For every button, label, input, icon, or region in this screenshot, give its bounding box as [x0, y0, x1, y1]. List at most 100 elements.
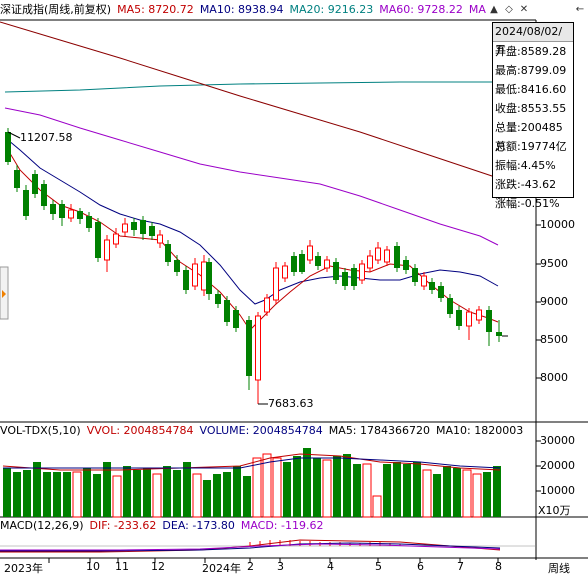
candle — [140, 220, 146, 234]
candle — [59, 204, 65, 218]
dif-label: DIF: -233.62 — [89, 519, 157, 532]
candle — [359, 263, 365, 281]
candle — [282, 265, 288, 279]
x-axis: 2023年 10 11 12 2024年 2 3 4 5 6 7 8 — [0, 558, 536, 576]
candle — [486, 310, 492, 332]
candle — [183, 270, 189, 290]
candle — [95, 222, 101, 258]
candle — [447, 298, 453, 314]
macd-title[interactable]: MACD(12,26,9) — [0, 519, 84, 532]
close-icon[interactable]: ✕ — [519, 4, 529, 15]
x-axis-month-label: 11 — [115, 560, 129, 573]
candle — [412, 268, 418, 282]
volume-label: VOLUME: 2004854784 — [199, 424, 323, 437]
vol-ma5-line — [2, 453, 501, 471]
candle — [77, 211, 83, 219]
info-date: 2024/08/02/五 — [493, 23, 573, 56]
vvol-label: VVOL: 2004854784 — [86, 424, 194, 437]
vol-ma10-label: MA10: 1820003 — [436, 424, 524, 437]
vol-ma5-label: MA5: 1784366720 — [328, 424, 430, 437]
candle — [131, 222, 137, 230]
ma10-label: MA10: 8938.94 — [199, 3, 284, 16]
ma20-label: MA20: 9216.23 — [289, 3, 374, 16]
ma5-line — [7, 149, 499, 331]
diamond-icon[interactable]: ◇ — [505, 4, 513, 15]
volume-axis-label: 30000 — [540, 434, 575, 447]
x-axis-month-label: 3 — [277, 560, 284, 573]
info-row-low: 最低:8416.60 — [495, 83, 567, 96]
ma5-label: MA5: 8720.72 — [117, 3, 194, 16]
candle — [23, 190, 29, 216]
ma-long-line — [0, 21, 499, 179]
candle — [291, 256, 297, 272]
candle — [342, 272, 348, 286]
candle — [456, 310, 462, 326]
macd-header: MACD(12,26,9) DIF: -233.62 DEA: -173.80 MAC… — [0, 517, 536, 535]
price-axis-label: 8000 — [540, 371, 568, 384]
arrow-left-icon[interactable]: ← — [575, 4, 585, 15]
volume-unit-label: X10万 — [538, 504, 571, 517]
volume-title[interactable]: VOL-TDX(5,10) — [0, 424, 81, 437]
candle — [215, 294, 221, 304]
price-ticks — [536, 224, 541, 379]
volume-ticks — [536, 440, 541, 492]
info-row-change: 涨跌:-43.62 — [495, 178, 557, 191]
candle-info-panel: 2024/08/02/五 开盘:8589.28 最高:8799.09 最低:84… — [492, 22, 574, 210]
info-row-change-pct: 涨幅:-0.51% — [495, 197, 560, 210]
candle — [68, 209, 74, 219]
candle — [41, 184, 47, 206]
candle — [113, 233, 119, 245]
x-axis-month-label: 7 — [457, 560, 464, 573]
ma20-line — [4, 81, 498, 93]
candle — [122, 223, 128, 233]
candle — [104, 239, 110, 261]
macd-value-label: MACD: -119.62 — [240, 519, 324, 532]
candle — [273, 267, 279, 301]
candle — [324, 259, 330, 269]
volume-bars — [3, 448, 501, 518]
macd-signal-line — [0, 543, 501, 551]
x-axis-month-label: 6 — [417, 560, 424, 573]
candle — [421, 275, 427, 287]
info-row-open: 开盘:8589.28 — [495, 45, 567, 58]
candle — [174, 260, 180, 272]
info-row-high: 最高:8799.09 — [495, 64, 567, 77]
candle — [438, 286, 444, 298]
x-axis-year-label: 2023年 — [4, 562, 43, 575]
x-axis-month-label: 2 — [247, 560, 254, 573]
candle — [32, 174, 38, 194]
candle — [86, 216, 92, 228]
side-tab-arrow-icon — [2, 290, 6, 298]
triangle-up-icon[interactable]: ▲ — [490, 4, 498, 15]
ma60-label: MA60: 9728.22 — [379, 3, 463, 16]
candle — [206, 262, 212, 294]
x-axis-month-label: 2024年 — [202, 562, 241, 575]
info-row-amplitude: 振幅:4.45% — [495, 159, 556, 172]
candle — [333, 262, 339, 280]
price-axis-label: 10000 — [540, 218, 575, 231]
candle — [403, 260, 409, 270]
x-axis-month-label: 10 — [86, 560, 100, 573]
low-price-annotation: 7683.63 — [268, 397, 314, 410]
x-axis-month-label: 12 — [151, 560, 165, 573]
dea-label: DEA: -173.80 — [162, 519, 235, 532]
candle — [14, 170, 20, 188]
candle — [367, 255, 373, 269]
ma-trailing-label: MA — [468, 3, 486, 16]
candle — [429, 282, 435, 290]
candle — [394, 246, 400, 268]
high-arrow-line — [7, 131, 21, 139]
high-price-annotation: 11207.58 — [20, 131, 73, 144]
candle — [496, 332, 502, 336]
period-label[interactable]: 周线 — [548, 562, 570, 575]
candle — [246, 320, 252, 376]
chart-title[interactable]: 深证成指(周线,前复权) — [0, 3, 112, 16]
info-row-close: 收盘:8553.55 — [495, 102, 567, 115]
candle — [264, 297, 270, 313]
candle — [299, 254, 305, 272]
price-axis-label: 8500 — [540, 333, 568, 346]
volume-axis-label: 10000 — [540, 484, 575, 497]
x-ticks — [48, 558, 499, 563]
vol-ma10-line — [3, 457, 501, 469]
